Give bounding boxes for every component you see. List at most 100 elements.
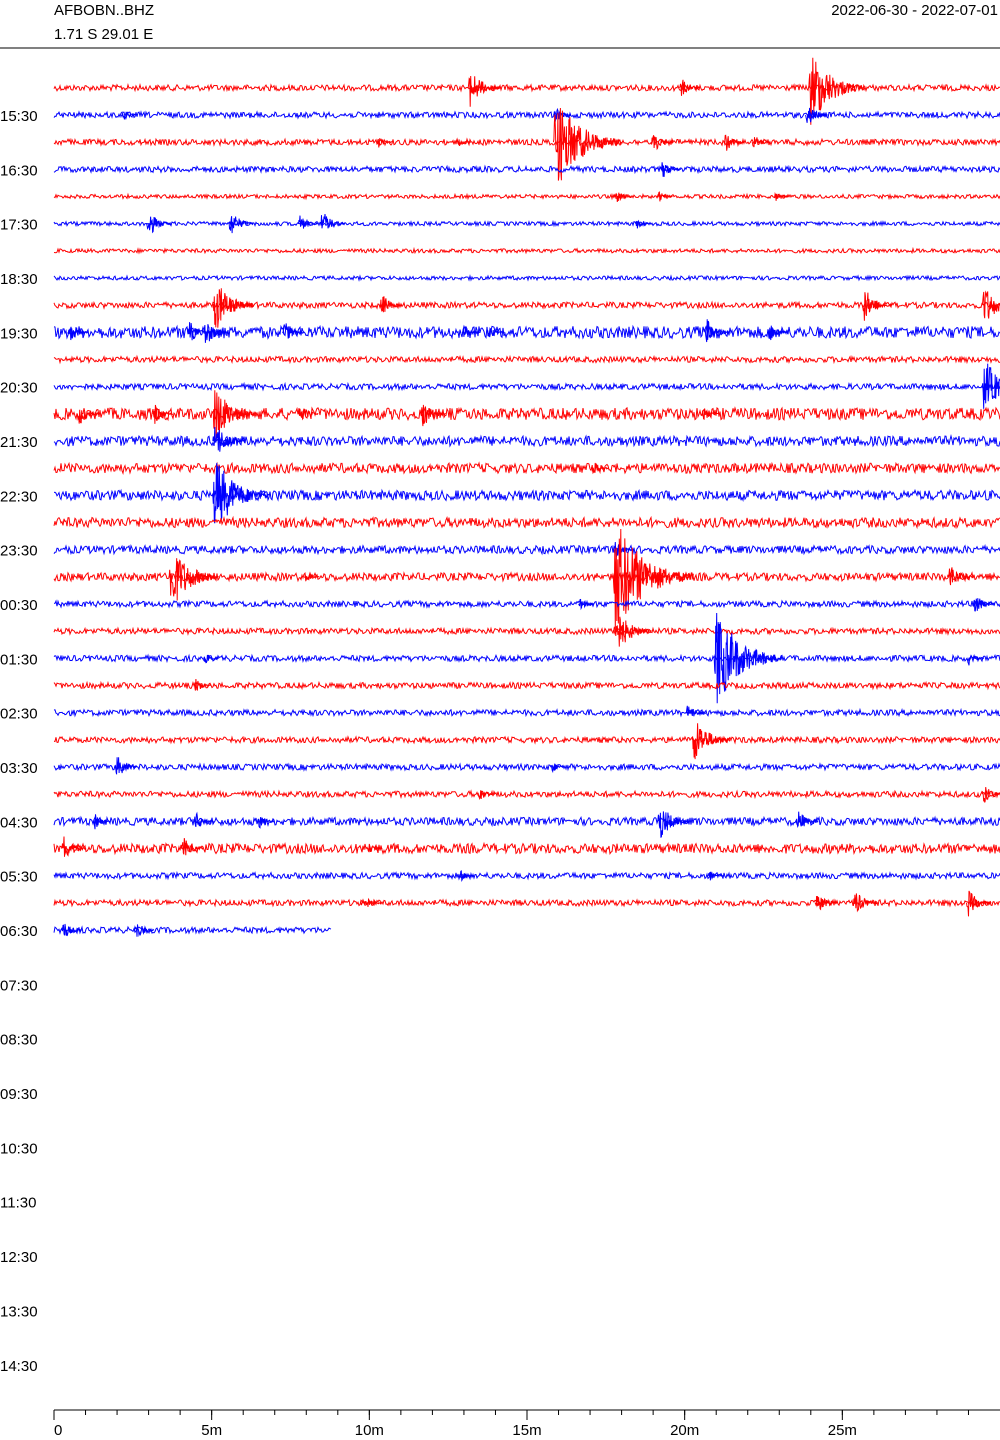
row-label: 20:30 — [0, 380, 38, 397]
trace — [53, 434, 1000, 448]
trace — [53, 461, 1000, 475]
date-range: 2022-06-30 - 2022-07-01 — [831, 2, 998, 19]
event — [228, 216, 254, 234]
event — [947, 567, 974, 586]
row-label: 14:30 — [0, 1358, 38, 1375]
coordinates: 1.71 S 29.01 E — [54, 26, 153, 43]
event — [691, 723, 731, 760]
event — [61, 836, 87, 857]
event — [773, 191, 790, 201]
event — [723, 134, 745, 151]
event — [634, 219, 651, 229]
event — [212, 288, 255, 328]
trace — [53, 789, 1000, 800]
event — [133, 924, 155, 938]
row-label: 06:30 — [0, 923, 38, 940]
event — [590, 462, 610, 474]
event — [650, 135, 674, 151]
trace — [53, 110, 1000, 120]
trace — [53, 219, 1000, 228]
row-label: 08:30 — [0, 1032, 38, 1049]
event — [486, 328, 505, 338]
event — [656, 811, 690, 838]
event — [114, 757, 138, 775]
trace — [53, 925, 332, 935]
event — [256, 817, 275, 829]
event — [360, 897, 382, 907]
row-label: 17:30 — [0, 217, 38, 234]
trace — [53, 381, 1000, 392]
event — [981, 363, 1000, 409]
event — [67, 327, 89, 341]
row-label: 15:30 — [0, 108, 38, 125]
event — [168, 558, 219, 601]
event — [701, 408, 720, 420]
row-label: 13:30 — [0, 1303, 38, 1320]
row-label: 22:30 — [0, 488, 38, 505]
event — [972, 598, 996, 612]
trace — [53, 515, 1000, 530]
event — [319, 214, 345, 229]
event — [704, 319, 730, 343]
row-label: 04:30 — [0, 814, 38, 831]
trace — [53, 82, 1000, 93]
trace — [53, 164, 1000, 175]
event — [751, 137, 770, 148]
trace — [53, 735, 1000, 745]
event — [76, 409, 100, 424]
event — [966, 890, 992, 917]
event — [212, 462, 270, 524]
trace — [53, 406, 1000, 422]
row-label: 05:30 — [0, 869, 38, 886]
event — [282, 323, 305, 339]
trace — [53, 543, 1000, 556]
x-tick-label: 10m — [355, 1422, 384, 1439]
row-label: 00:30 — [0, 597, 38, 614]
row-label: 19:30 — [0, 325, 38, 342]
event — [795, 811, 819, 829]
event — [193, 678, 212, 691]
event — [805, 107, 828, 123]
event — [981, 787, 1000, 803]
row-label: 10:30 — [0, 1140, 38, 1157]
row-label: 21:30 — [0, 434, 38, 451]
trace — [53, 300, 1000, 311]
event — [180, 838, 204, 856]
event — [146, 216, 172, 234]
row-label: 11:30 — [0, 1195, 36, 1212]
trace — [53, 680, 1000, 691]
event — [92, 814, 111, 830]
trace — [53, 653, 1000, 664]
x-tick-label: 5m — [201, 1422, 222, 1439]
trace — [53, 898, 1000, 908]
event — [203, 324, 230, 343]
event — [203, 654, 219, 664]
event — [61, 923, 82, 937]
trace — [53, 870, 1000, 881]
event — [367, 843, 383, 853]
x-tick-label: 0 — [54, 1422, 62, 1439]
event — [477, 790, 496, 800]
trace — [53, 354, 1000, 365]
event — [612, 616, 652, 647]
event — [549, 763, 566, 774]
event — [297, 408, 319, 421]
event — [376, 138, 393, 148]
event — [552, 107, 622, 181]
event — [461, 326, 480, 337]
row-label: 09:30 — [0, 1086, 38, 1103]
event — [966, 653, 985, 666]
trace — [53, 192, 1000, 201]
row-label: 23:30 — [0, 543, 38, 560]
event — [303, 573, 320, 582]
event — [852, 893, 878, 913]
event — [578, 598, 594, 611]
station: AFBOBN..BHZ — [54, 2, 154, 19]
event — [767, 325, 789, 341]
event — [861, 292, 893, 321]
event — [297, 215, 319, 229]
trace — [53, 599, 1000, 609]
row-label: 18:30 — [0, 271, 38, 288]
trace — [53, 246, 1000, 255]
